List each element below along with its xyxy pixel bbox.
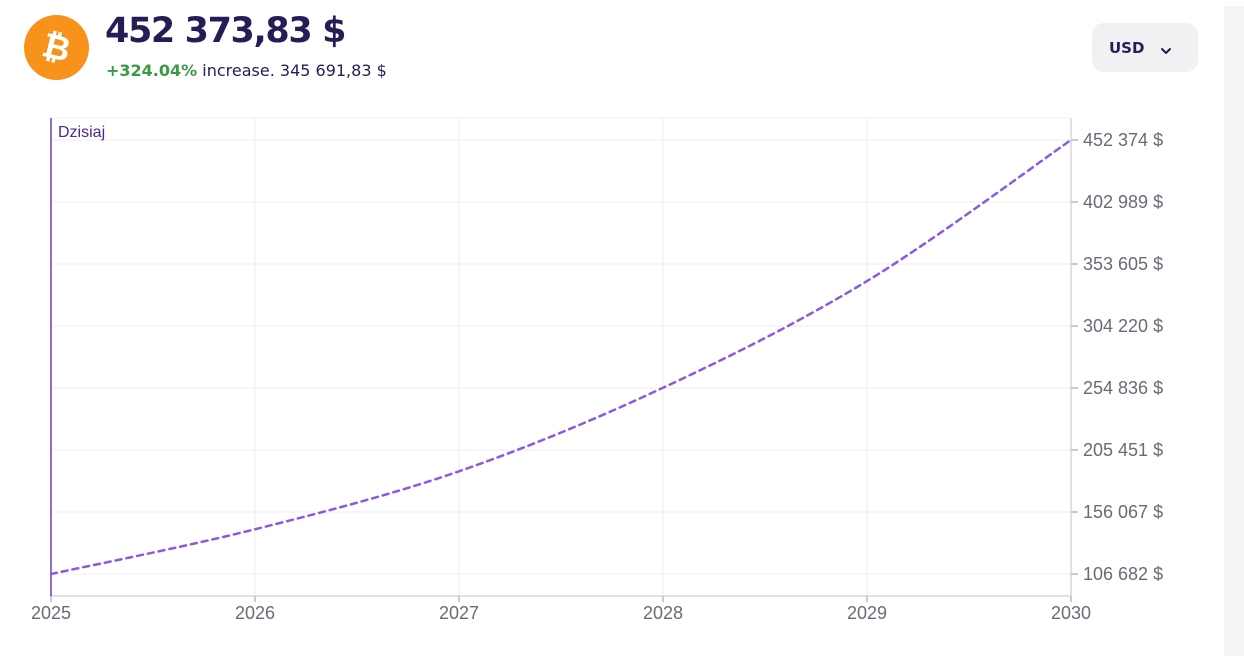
x-tick-label: 2025 <box>31 603 71 623</box>
x-tick-label: 2026 <box>235 603 275 623</box>
currency-selected-value: USD <box>1109 38 1145 57</box>
chart-grid <box>50 117 1072 596</box>
y-tick-label: 353 605 $ <box>1083 254 1163 274</box>
y-tick-label: 156 067 $ <box>1083 502 1163 522</box>
x-tick-label: 2030 <box>1051 603 1091 623</box>
x-tick-label: 2028 <box>643 603 683 623</box>
series-line <box>49 138 1073 576</box>
bitcoin-icon: ₿ <box>24 15 89 80</box>
y-tick-label: 402 989 $ <box>1083 192 1163 212</box>
change-percentage: +324.04% <box>106 61 198 80</box>
scrollbar-track[interactable] <box>1224 6 1244 656</box>
x-tick-label: 2029 <box>847 603 887 623</box>
y-tick-label: 205 451 $ <box>1083 440 1163 460</box>
currency-select[interactable]: USD <box>1092 23 1198 72</box>
chevron-down-icon <box>1160 42 1172 54</box>
change-description: increase. 345 691,83 $ <box>197 61 387 80</box>
current-price: 452 373,83 $ <box>105 11 346 51</box>
y-tick-label: 304 220 $ <box>1083 316 1163 336</box>
today-label: Dzisiaj <box>58 124 105 141</box>
x-tick-label: 2027 <box>439 603 479 623</box>
y-axis-ticks: 106 682 $ 156 067 $ 205 451 $ 254 836 $ 304 … <box>1071 130 1163 584</box>
today-marker: Dzisiaj <box>50 118 105 596</box>
x-axis-ticks: 2025 2026 2027 2028 2029 2030 <box>31 596 1091 623</box>
y-tick-label: 254 836 $ <box>1083 378 1163 398</box>
chart-series <box>49 138 1073 576</box>
y-tick-label: 452 374 $ <box>1083 130 1163 150</box>
chart-axes <box>51 118 1072 597</box>
price-change-summary: +324.04% increase. 345 691,83 $ <box>106 60 387 82</box>
y-tick-label: 106 682 $ <box>1083 564 1163 584</box>
